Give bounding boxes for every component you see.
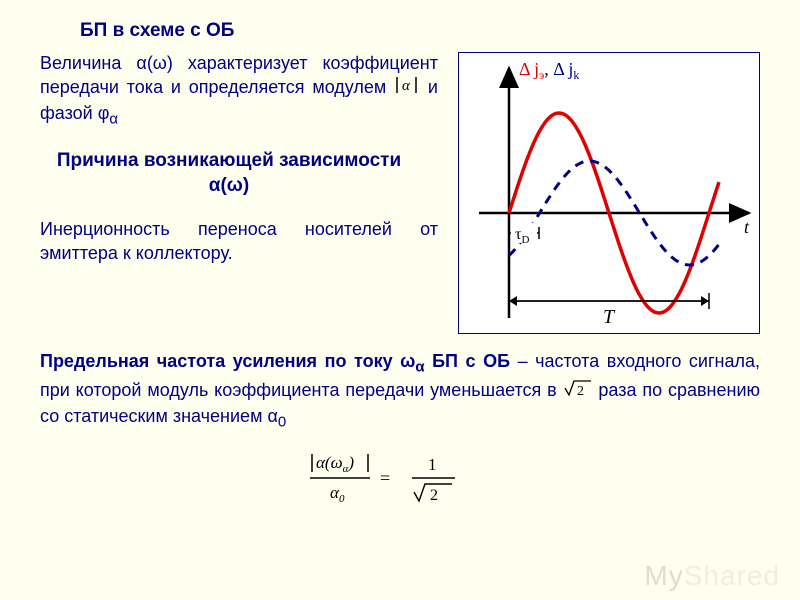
svg-text:=: = bbox=[380, 468, 390, 488]
bottom-paragraph: Предельная частота усиления по току ωα Б… bbox=[40, 349, 760, 433]
bp-bold1: Предельная частота усиления по току ω bbox=[40, 351, 415, 371]
p1-sub: α bbox=[109, 110, 118, 127]
svg-text:1: 1 bbox=[428, 455, 437, 474]
bp-bold-sub: α bbox=[415, 359, 424, 376]
watermark: MyShared bbox=[644, 560, 780, 592]
svg-text:α: α bbox=[402, 78, 411, 94]
equation-block: α(ωα) α0 = 1 2 bbox=[40, 448, 760, 513]
svg-text:T: T bbox=[603, 306, 616, 328]
paragraph-2: Инерционность переноса но­сителей от эми… bbox=[40, 218, 438, 265]
wm-a: My bbox=[644, 560, 683, 591]
bp-bold2: БП с ОБ bbox=[425, 351, 510, 371]
abs-alpha-symbol: α bbox=[394, 75, 420, 101]
paragraph-1: Величина α(ω) характеризует коэффициент … bbox=[40, 52, 438, 129]
svg-text:2: 2 bbox=[577, 384, 584, 398]
wm-b: Shared bbox=[684, 560, 780, 591]
waveform-chart: tΔ jэ, Δ jkτDT bbox=[458, 52, 760, 334]
p1-text-before: Величина α(ω) характеризует коэффициент … bbox=[40, 53, 438, 97]
svg-text:t: t bbox=[744, 217, 750, 237]
svg-text:α(ωα): α(ωα) bbox=[316, 453, 354, 475]
svg-text:2: 2 bbox=[430, 487, 438, 504]
page-title: БП в схеме с ОБ bbox=[80, 20, 760, 42]
bp-sub0: 0 bbox=[278, 414, 286, 431]
sqrt2-inline: 2 bbox=[563, 378, 593, 404]
svg-text:α0: α0 bbox=[330, 483, 345, 505]
subtitle: Причина возникающей зависимости α(ω) bbox=[40, 149, 418, 198]
svg-text:Δ jэ, Δ jk: Δ jэ, Δ jk bbox=[519, 59, 579, 82]
